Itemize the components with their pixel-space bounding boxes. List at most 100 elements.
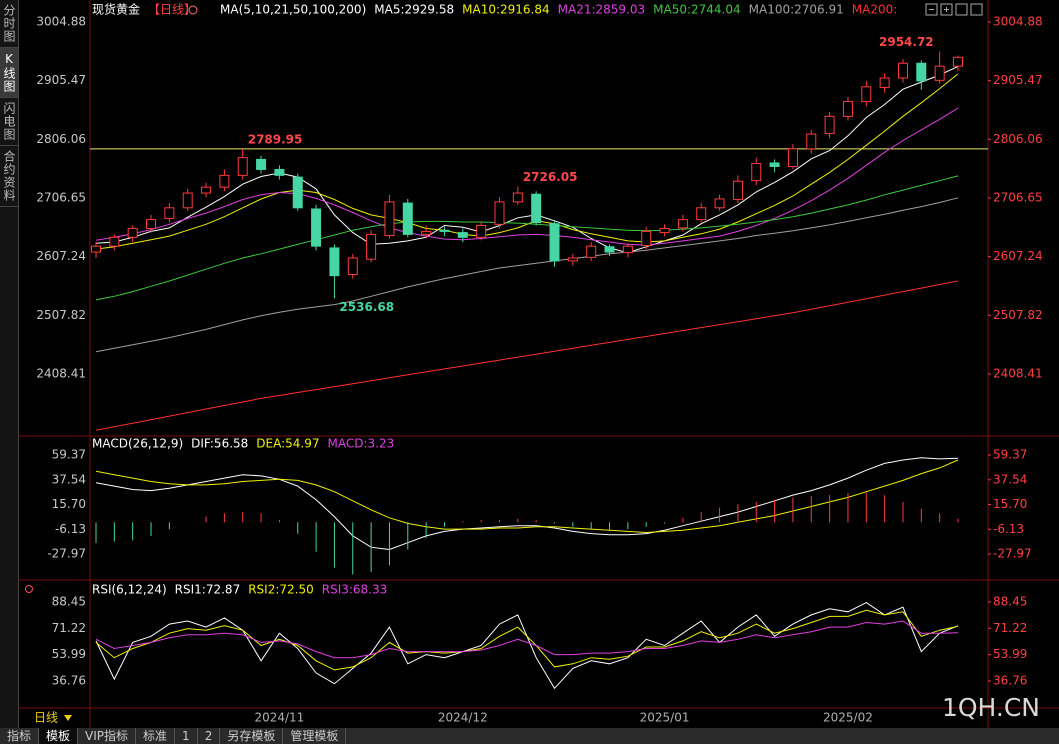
tab[interactable]: 指标: [0, 728, 40, 744]
tab[interactable]: 管理模板: [283, 728, 347, 744]
legend-entry: RSI3:68.33: [322, 583, 388, 597]
settings-icon[interactable]: [25, 585, 33, 593]
candle-body: [421, 230, 432, 235]
tab[interactable]: 合约资料: [0, 146, 18, 207]
price-annotation: 2726.05: [523, 170, 578, 184]
period-selector[interactable]: 日线: [34, 711, 58, 725]
rsi-line: [95, 609, 959, 671]
candle-body: [787, 148, 798, 167]
candle-body: [292, 176, 303, 209]
tab[interactable]: 模板: [39, 728, 79, 744]
candle-body: [274, 168, 285, 176]
y-tick-label: 36.76: [52, 673, 86, 687]
y-tick-label: -27.97: [993, 547, 1032, 561]
ma-line: [95, 107, 959, 246]
candle-body: [237, 157, 248, 176]
y-tick-label: 2607.24: [993, 249, 1043, 263]
candle-body: [531, 193, 542, 224]
watermark: 1QH.CN: [942, 693, 1040, 722]
y-tick-label: 59.37: [993, 448, 1027, 462]
legend-entry: DEA:54.97: [256, 437, 319, 451]
y-tick-label: 88.45: [993, 594, 1027, 608]
candle-body: [182, 192, 193, 209]
sidebar: 分时图 K线图 闪电图 合约资料: [0, 0, 19, 744]
toolbar[interactable]: [925, 3, 983, 16]
y-tick-label: 36.76: [993, 673, 1027, 687]
y-tick-label: 53.99: [52, 647, 86, 661]
candle-body: [549, 223, 560, 262]
y-tick-label: 37.54: [52, 472, 86, 486]
candle-body: [127, 227, 138, 238]
ma-line: [95, 280, 959, 431]
tab[interactable]: 闪电图: [0, 98, 18, 146]
candle-body: [879, 77, 890, 88]
y-tick-label: 2507.82: [36, 308, 86, 322]
rsi-line: [95, 602, 959, 690]
tab[interactable]: 另存模板: [220, 728, 284, 744]
candle-body: [494, 201, 505, 225]
macd-line: [95, 459, 959, 534]
y-tick-label: -6.13: [55, 522, 86, 536]
ma-line: [95, 73, 959, 250]
candle-body: [897, 62, 908, 79]
legend-entry: DIF:56.58: [191, 437, 248, 451]
y-tick-label: -6.13: [993, 522, 1024, 536]
legend-entry: RSI1:72.87: [175, 583, 241, 597]
legend-entry: MA200:: [852, 3, 898, 17]
tab[interactable]: 2: [198, 728, 221, 744]
tab[interactable]: 标准: [136, 728, 176, 744]
price-annotation: 2536.68: [339, 300, 394, 314]
candle-body: [604, 246, 615, 253]
y-tick-label: 2905.47: [993, 73, 1043, 87]
instrument-title: 现货黄金: [92, 2, 140, 17]
candle-body: [91, 245, 101, 253]
x-tick-label: 2024/11: [254, 711, 304, 725]
y-tick-label: 2806.06: [36, 132, 86, 146]
legend-entry: MACD:3.23: [328, 437, 395, 451]
candle-body: [567, 257, 578, 262]
legend-entry: MA10:2916.84: [462, 3, 550, 17]
candle-body: [311, 208, 322, 247]
ma-line: [95, 65, 959, 254]
x-tick-label: 2024/12: [438, 711, 488, 725]
candle-body: [659, 227, 670, 234]
candle-body: [201, 186, 212, 194]
candle-body: [622, 245, 633, 254]
tab[interactable]: 分时图: [0, 0, 18, 48]
indicator-label: RSI(6,12,24): [92, 583, 167, 597]
candle-body: [916, 62, 927, 82]
candle-body: [476, 225, 487, 238]
price-annotation: 2954.72: [879, 35, 934, 49]
y-tick-label: 2507.82: [993, 308, 1043, 322]
rsi-line: [95, 620, 959, 659]
tab[interactable]: VIP指标: [78, 728, 137, 744]
candle-body: [219, 174, 230, 188]
candle-body: [457, 232, 468, 238]
legend-entry: MA21:2859.03: [558, 3, 646, 17]
y-tick-label: 15.70: [52, 497, 86, 511]
candle-body: [439, 229, 450, 232]
candle-body: [256, 158, 267, 170]
y-tick-label: 71.22: [993, 621, 1027, 635]
tab[interactable]: K线图: [0, 48, 18, 98]
x-tick-label: 2025/02: [823, 711, 873, 725]
y-tick-label: 88.45: [52, 594, 86, 608]
indicator-label: MACD(26,12,9): [92, 437, 183, 451]
candle-body: [347, 257, 358, 275]
candle-body: [953, 56, 963, 67]
ma-line: [95, 175, 959, 301]
zoom-icon[interactable]: [188, 5, 198, 15]
y-tick-label: 37.54: [993, 472, 1027, 486]
candle-body: [164, 207, 175, 219]
candle-body: [934, 65, 945, 81]
candle-body: [384, 201, 395, 237]
tab[interactable]: 1: [175, 728, 198, 744]
candle-body: [842, 101, 853, 117]
candle-body: [109, 236, 120, 247]
y-tick-label: 2706.65: [993, 190, 1043, 204]
dropdown-arrow[interactable]: [64, 715, 72, 721]
y-tick-label: 2706.65: [36, 190, 86, 204]
y-tick-label: 3004.88: [36, 14, 86, 28]
y-tick-label: 53.99: [993, 647, 1027, 661]
